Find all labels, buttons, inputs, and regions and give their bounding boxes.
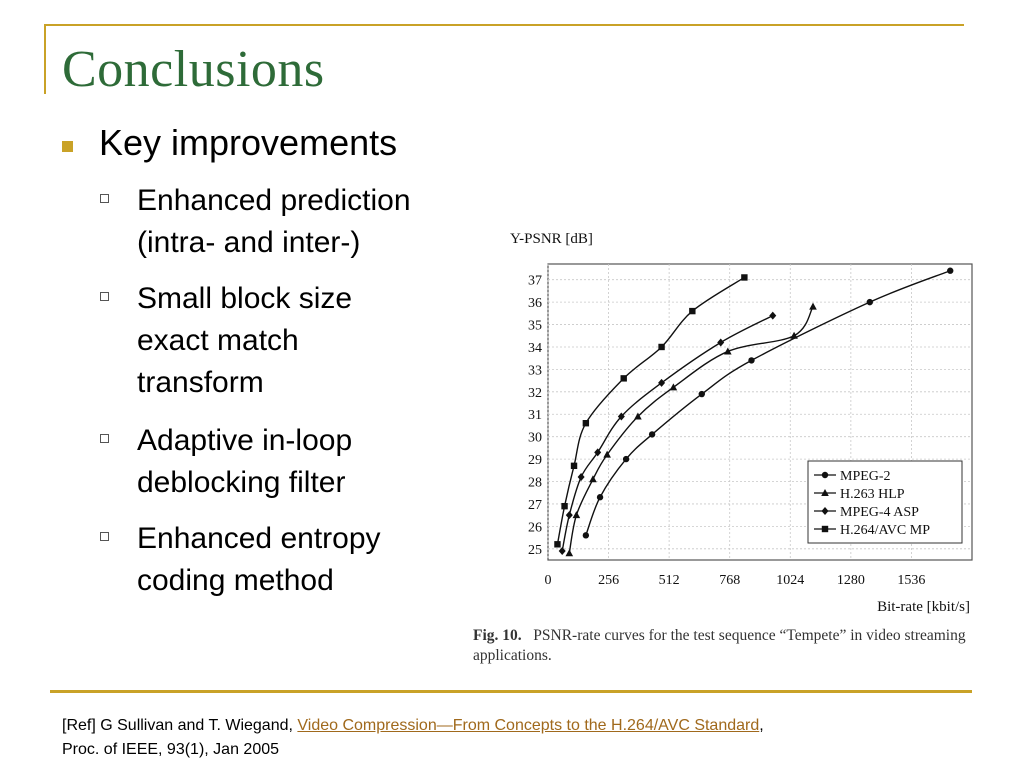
data-point [717, 338, 725, 347]
x-tick-label: 1024 [776, 573, 804, 588]
data-point [577, 473, 585, 482]
legend-label: MPEG-2 [840, 469, 891, 484]
data-point [741, 274, 748, 281]
series-line [561, 314, 774, 552]
data-point [809, 302, 817, 310]
left-rule [44, 24, 46, 94]
data-point [648, 431, 656, 438]
data-point [658, 378, 666, 387]
data-point [947, 267, 954, 274]
plot-frame [547, 263, 973, 561]
hollow-square-bullet-icon [100, 434, 109, 443]
hollow-square-bullet-icon [100, 292, 109, 301]
y-axis-label: Y-PSNR [dB] [510, 231, 593, 247]
data-point [582, 420, 590, 427]
data-point [582, 532, 590, 539]
legend-marker [821, 489, 829, 496]
legend-marker [821, 525, 829, 533]
sub-bullet-text: Enhanced prediction (intra- and inter-) [137, 184, 411, 259]
hollow-square-bullet-icon [100, 532, 109, 541]
sub-bullet-text: Enhanced entropy coding method [137, 522, 381, 597]
legend-box [807, 460, 963, 544]
x-tick-label: 1280 [837, 573, 865, 588]
data-point [603, 450, 611, 458]
y-tick-label: 28 [528, 476, 542, 491]
y-tick-label: 35 [528, 319, 542, 334]
x-tick-label: 768 [719, 573, 740, 588]
square-bullet-icon [62, 141, 73, 152]
y-tick-label: 36 [528, 296, 542, 311]
reference-line2: Proc. of IEEE, 93(1), Jan 2005 [62, 741, 280, 758]
y-tick-label: 34 [528, 341, 542, 356]
x-tick-label: 512 [659, 573, 680, 588]
reference-prefix: [Ref] G Sullivan and T. Wiegand, [62, 717, 298, 734]
y-tick-label: 32 [528, 386, 542, 401]
reference-link[interactable]: Video Compression—From Concepts to the H… [297, 717, 760, 734]
caption-label: Fig. 10. [473, 627, 522, 644]
data-point [558, 547, 566, 556]
sub-bullet-text: Small block size exact match transform [137, 282, 353, 399]
data-point [596, 494, 604, 501]
data-point [689, 307, 696, 315]
data-point [570, 462, 578, 470]
data-point [790, 331, 798, 339]
data-point [769, 311, 777, 320]
series-line [556, 276, 745, 545]
y-tick-label: 25 [528, 543, 542, 558]
y-tick-label: 33 [528, 363, 542, 378]
legend-marker [821, 507, 829, 515]
footer-rule [50, 690, 972, 693]
data-point [617, 412, 625, 421]
reference-suffix: , [759, 717, 764, 734]
y-tick-label: 29 [528, 453, 542, 468]
x-tick-label: 256 [598, 573, 619, 588]
legend-label: H.264/AVC MP [840, 523, 930, 538]
data-point [561, 502, 568, 510]
y-tick-label: 30 [528, 431, 542, 446]
data-point [589, 475, 597, 483]
x-tick-label: 1536 [897, 573, 925, 588]
data-point [622, 455, 630, 463]
data-point [565, 549, 574, 557]
data-point [698, 390, 705, 398]
y-tick-label: 31 [528, 408, 542, 423]
reference: [Ref] G Sullivan and T. Wiegand, Video C… [62, 714, 982, 762]
hollow-square-bullet-icon [100, 194, 109, 203]
data-point [669, 383, 678, 391]
data-point [866, 298, 873, 306]
y-tick-label: 37 [528, 274, 542, 289]
slide-title: Conclusions [62, 41, 325, 98]
figure-caption: Fig. 10. PSNR-rate curves for the test s… [473, 626, 973, 666]
data-point [554, 541, 561, 548]
legend-label: MPEG-4 ASP [840, 505, 919, 520]
data-point [572, 511, 581, 519]
x-tick-label: 0 [545, 573, 552, 588]
data-point [724, 347, 732, 355]
y-tick-label: 27 [528, 498, 542, 513]
series-line [568, 306, 814, 554]
main-bullet-text: Key improvements [99, 122, 398, 163]
caption-text: PSNR-rate curves for the test sequence “… [473, 627, 966, 664]
data-point [565, 511, 573, 520]
series-line [585, 270, 951, 536]
data-point [658, 343, 665, 351]
data-point [748, 357, 755, 364]
data-point [620, 375, 627, 382]
legend-marker [821, 471, 829, 479]
data-point [634, 412, 642, 420]
top-rule [44, 24, 964, 26]
data-point [594, 448, 602, 457]
sub-bullet-text: Adaptive in-loop deblocking filter [137, 424, 353, 499]
y-tick-label: 26 [528, 520, 542, 535]
x-axis-label: Bit-rate [kbit/s] [877, 599, 970, 615]
legend-label: H.263 HLP [840, 487, 905, 502]
